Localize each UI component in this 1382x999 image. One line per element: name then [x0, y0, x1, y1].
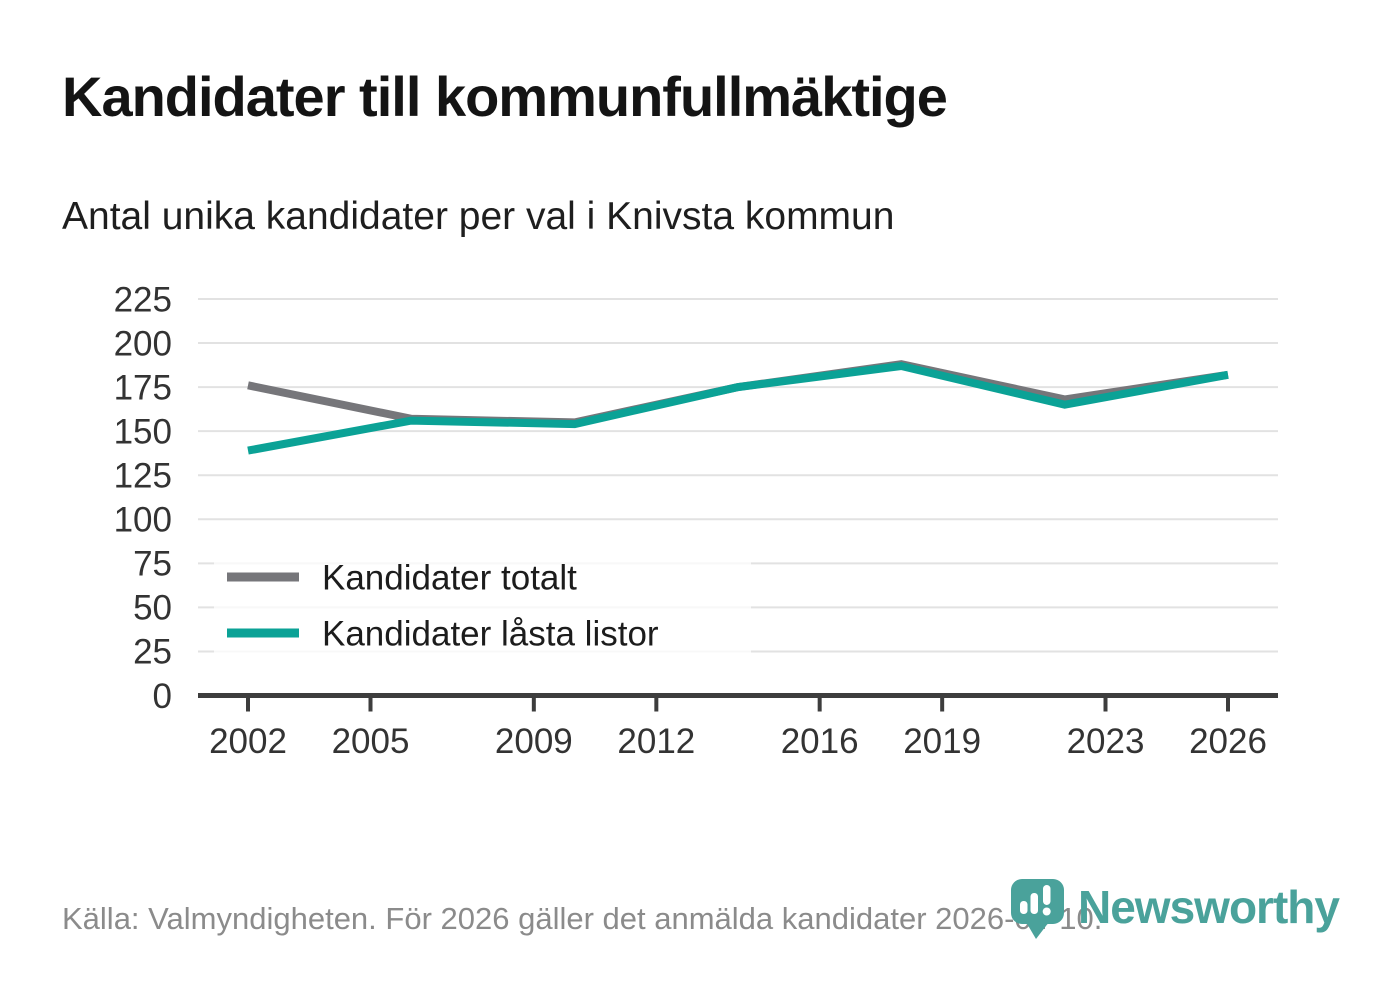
- source-note: Källa: Valmyndigheten. För 2026 gäller d…: [62, 901, 1103, 936]
- y-axis-label-50: 50: [133, 589, 172, 628]
- y-axis-label-200: 200: [114, 324, 172, 363]
- legend-background: [214, 548, 751, 663]
- logo-bar-tall: [1030, 893, 1038, 914]
- x-axis-label-2005: 2005: [332, 722, 410, 761]
- logo-exclamation-bar: [1043, 885, 1051, 905]
- chart-title: Kandidater till kommunfullmäktige: [62, 65, 948, 128]
- legend-label-totalt: Kandidater totalt: [322, 558, 577, 597]
- chart-subtitle: Antal unika kandidater per val i Knivsta…: [62, 195, 895, 238]
- series-line-kandidater-totalt: [247, 360, 1229, 427]
- x-axis-label-2012: 2012: [617, 722, 695, 761]
- y-axis-label-150: 150: [114, 412, 172, 451]
- x-axis-label-2002: 2002: [209, 722, 287, 761]
- x-axis-label-2023: 2023: [1067, 722, 1145, 761]
- x-axis-label-2009: 2009: [495, 722, 573, 761]
- y-axis-label-175: 175: [114, 368, 172, 407]
- newsworthy-pin-barchart-icon: [1011, 879, 1064, 939]
- y-axis-label-125: 125: [114, 456, 172, 495]
- logo-exclamation-dot: [1042, 907, 1051, 916]
- y-axis-label-25: 25: [133, 633, 172, 672]
- y-axis-label-75: 75: [133, 545, 172, 584]
- legend-label-lasta-listor: Kandidater låsta listor: [322, 614, 659, 653]
- logo-pin-tail: [1026, 922, 1049, 939]
- y-axis-label-0: 0: [153, 677, 172, 716]
- series-line-kandidater-lasta-listor: [247, 361, 1229, 455]
- logo-bar-short: [1020, 901, 1028, 914]
- newsworthy-logo: Newsworthy: [1008, 876, 1340, 942]
- x-axis-label-2016: 2016: [781, 722, 859, 761]
- y-axis-label-100: 100: [114, 501, 172, 540]
- y-axis-label-225: 225: [114, 280, 172, 319]
- x-axis-label-2019: 2019: [903, 722, 981, 761]
- x-axis-label-2026: 2026: [1189, 722, 1267, 761]
- newsworthy-wordmark: Newsworthy: [1078, 881, 1340, 933]
